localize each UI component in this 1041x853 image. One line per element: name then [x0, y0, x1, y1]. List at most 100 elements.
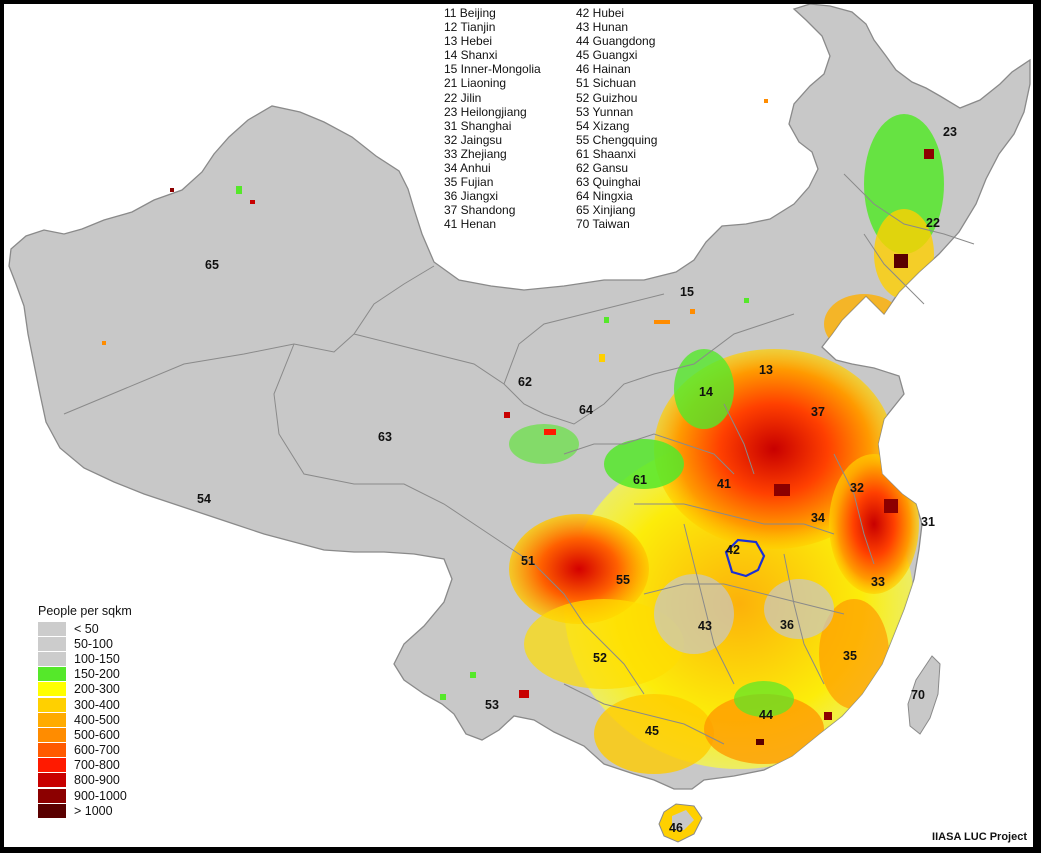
province-code: 21 Liaoning	[444, 76, 507, 91]
province-label-22: 22	[926, 216, 940, 230]
province-code: 62 Gansu	[576, 161, 629, 176]
taiwan-island	[907, 655, 941, 735]
legend-swatch	[38, 727, 66, 742]
legend-label: 600-700	[74, 743, 120, 758]
credit-text: IIASA LUC Project	[932, 831, 1027, 843]
hainan-interior	[672, 810, 694, 830]
density-overlay	[509, 114, 944, 774]
legend-label: < 50	[74, 621, 99, 636]
province-borders	[63, 173, 975, 745]
province-code: 41 Henan	[444, 217, 497, 232]
legend-swatch	[38, 743, 66, 758]
legend-item: 700-800	[38, 758, 132, 773]
province-code: 54 Xizang	[576, 118, 630, 133]
province-label-37: 37	[811, 405, 825, 419]
legend-item: 100-150	[38, 651, 132, 666]
province-label-15: 15	[680, 285, 694, 299]
legend-label: 800-900	[74, 773, 120, 788]
province-code: 37 Shandong	[444, 203, 516, 218]
province-label-34: 34	[811, 511, 825, 525]
legend-item: 150-200	[38, 667, 132, 682]
legend-label: > 1000	[74, 803, 113, 818]
province-code: 31 Shanghai	[444, 118, 512, 133]
province-code: 64 Ningxia	[576, 189, 633, 204]
legend-swatch	[38, 636, 66, 651]
province-label-46: 46	[669, 821, 683, 835]
legend-swatch	[38, 651, 66, 666]
province-code: 70 Taiwan	[576, 217, 630, 232]
province-label-35: 35	[843, 649, 857, 663]
legend-item: 300-400	[38, 697, 132, 712]
province-code: 34 Anhui	[444, 161, 491, 176]
legend-swatch	[38, 803, 66, 818]
legend-item: 500-600	[38, 727, 132, 742]
province-label-23: 23	[943, 125, 957, 139]
province-label-52: 52	[593, 651, 607, 665]
province-code: 12 Tianjin	[444, 20, 496, 35]
legend-swatch	[38, 682, 66, 697]
province-label-45: 45	[645, 724, 659, 738]
legend-swatch	[38, 788, 66, 803]
province-codes-col1: 11 Beijing 12 Tianjin 13 Hebei 14 Shanxi…	[444, 6, 541, 232]
province-code: 45 Guangxi	[576, 48, 638, 63]
legend-label: 150-200	[74, 667, 120, 682]
province-label-36: 36	[780, 618, 794, 632]
province-codes-col2: 42 Hubei 43 Hunan 44 Guangdong 45 Guangx…	[576, 6, 657, 232]
province-label-63: 63	[378, 430, 392, 444]
province-code: 35 Fujian	[444, 175, 494, 190]
province-label-42: 42	[726, 543, 740, 557]
legend-item: 600-700	[38, 743, 132, 758]
province-code: 15 Inner-Mongolia	[444, 62, 541, 77]
legend-label: 200-300	[74, 682, 120, 697]
province-label-64: 64	[579, 403, 593, 417]
province-code: 44 Guangdong	[576, 34, 656, 49]
legend-item: 900-1000	[38, 788, 132, 803]
density-speckles	[102, 99, 934, 745]
province-code: 46 Hainan	[576, 62, 631, 77]
province-label-51: 51	[521, 554, 535, 568]
province-label-61: 61	[633, 473, 647, 487]
legend-swatch	[38, 758, 66, 773]
legend: People per sqkm < 50 50-100 100-150 150-…	[38, 604, 132, 818]
province-label-70: 70	[911, 688, 925, 702]
legend-item: 800-900	[38, 773, 132, 788]
province-code: 22 Jilin	[444, 90, 482, 105]
province-label-32: 32	[850, 481, 864, 495]
province-label-33: 33	[871, 575, 885, 589]
province-code: 63 Quinghai	[576, 175, 641, 190]
province-label-13: 13	[759, 363, 773, 377]
population-density-map: 11 Beijing 12 Tianjin 13 Hebei 14 Shanxi…	[4, 4, 1033, 847]
legend-label: 50-100	[74, 636, 113, 651]
province-code: 23 Heilongjiang	[444, 104, 527, 119]
legend-item: 400-500	[38, 712, 132, 727]
legend-label: 500-600	[74, 727, 120, 742]
province-label-44: 44	[759, 708, 773, 722]
legend-item: 50-100	[38, 636, 132, 651]
province-label-31: 31	[921, 515, 935, 529]
province-label-54: 54	[197, 492, 211, 506]
province-code: 11 Beijing	[444, 6, 496, 20]
legend-label: 900-1000	[74, 788, 127, 803]
legend-label: 400-500	[74, 712, 120, 727]
province-code: 33 Zhejiang	[444, 146, 507, 161]
province-code: 52 Guizhou	[576, 90, 638, 105]
legend-label: 100-150	[74, 651, 120, 666]
legend-item: < 50	[38, 621, 132, 636]
province-code: 42 Hubei	[576, 6, 625, 20]
highlighted-region	[724, 538, 766, 578]
province-label-55: 55	[616, 573, 630, 587]
province-code: 55 Chengquing	[576, 132, 658, 147]
province-label-62: 62	[518, 375, 532, 389]
legend-swatch	[38, 697, 66, 712]
province-code: 14 Shanxi	[444, 48, 498, 63]
province-label-53: 53	[485, 698, 499, 712]
province-label-41: 41	[717, 477, 731, 491]
legend-swatch	[38, 667, 66, 682]
legend-title: People per sqkm	[38, 604, 132, 618]
province-code: 61 Shaanxi	[576, 146, 637, 161]
legend-swatch	[38, 621, 66, 636]
province-code: 13 Hebei	[444, 34, 493, 49]
legend-item: > 1000	[38, 803, 132, 818]
map-drawing	[8, 4, 1031, 843]
